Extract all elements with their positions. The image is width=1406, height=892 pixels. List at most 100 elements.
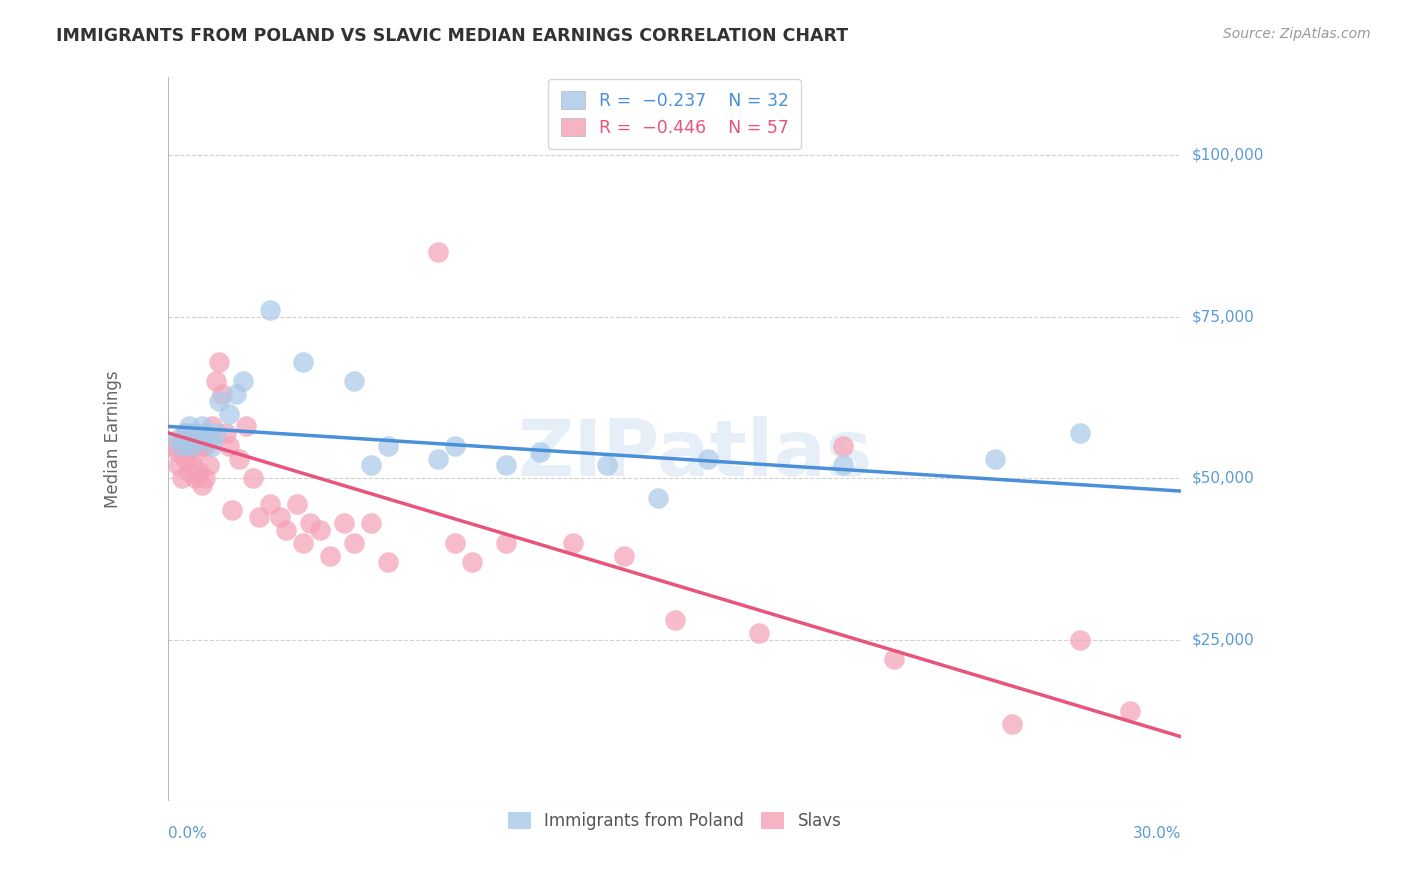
Point [444, 439, 467, 453]
Point [187, 465, 209, 479]
Point [360, 516, 382, 531]
Point [562, 536, 585, 550]
Point [163, 439, 186, 453]
Point [167, 458, 190, 473]
Point [211, 387, 233, 401]
Point [333, 516, 356, 531]
Point [198, 433, 221, 447]
Text: $25,000: $25,000 [1192, 632, 1254, 648]
Text: $75,000: $75,000 [1192, 310, 1254, 324]
Point [360, 458, 382, 473]
Text: Median Earnings: Median Earnings [104, 370, 121, 508]
Point [299, 516, 322, 531]
Point [225, 387, 247, 401]
Point [177, 433, 200, 447]
Point [613, 549, 636, 563]
Point [194, 471, 217, 485]
Legend: Immigrants from Poland, Slavs: Immigrants from Poland, Slavs [495, 799, 855, 844]
Point [208, 355, 231, 369]
Text: $100,000: $100,000 [1192, 147, 1264, 162]
Point [191, 419, 214, 434]
Point [221, 503, 243, 517]
Point [184, 425, 207, 440]
Point [269, 510, 291, 524]
Point [218, 407, 240, 421]
Point [174, 425, 197, 440]
Point [232, 374, 254, 388]
Point [194, 439, 217, 453]
Point [292, 355, 315, 369]
Point [377, 439, 399, 453]
Point [170, 439, 193, 453]
Point [204, 374, 226, 388]
Text: Source: ZipAtlas.com: Source: ZipAtlas.com [1223, 27, 1371, 41]
Point [1069, 632, 1091, 647]
Point [208, 393, 231, 408]
Point [167, 445, 190, 459]
Point [1119, 704, 1142, 718]
Point [167, 433, 190, 447]
Point [191, 439, 214, 453]
Point [259, 497, 281, 511]
Point [647, 491, 669, 505]
Point [187, 433, 209, 447]
Point [495, 458, 517, 473]
Text: $50,000: $50,000 [1192, 471, 1254, 485]
Text: 0.0%: 0.0% [169, 826, 207, 841]
Point [427, 451, 450, 466]
Point [187, 433, 209, 447]
Point [427, 244, 450, 259]
Point [319, 549, 342, 563]
Point [461, 555, 484, 569]
Point [984, 451, 1007, 466]
Point [198, 458, 221, 473]
Point [444, 536, 467, 550]
Point [177, 419, 200, 434]
Point [228, 451, 250, 466]
Point [249, 510, 271, 524]
Text: ZIPatlas: ZIPatlas [517, 416, 872, 491]
Point [181, 425, 204, 440]
Point [204, 425, 226, 440]
Point [218, 439, 240, 453]
Point [191, 477, 214, 491]
Point [174, 451, 197, 466]
Point [177, 465, 200, 479]
Point [201, 419, 224, 434]
Point [883, 652, 905, 666]
Point [529, 445, 551, 459]
Point [170, 433, 193, 447]
Point [181, 458, 204, 473]
Point [184, 445, 207, 459]
Point [1069, 425, 1091, 440]
Point [309, 523, 332, 537]
Point [495, 536, 517, 550]
Point [664, 613, 686, 627]
Point [285, 497, 308, 511]
Point [832, 458, 855, 473]
Point [276, 523, 298, 537]
Text: 30.0%: 30.0% [1132, 826, 1181, 841]
Point [832, 439, 855, 453]
Point [1001, 716, 1024, 731]
Point [201, 439, 224, 453]
Point [181, 439, 204, 453]
Point [177, 439, 200, 453]
Point [174, 425, 197, 440]
Point [292, 536, 315, 550]
Point [259, 303, 281, 318]
Point [194, 425, 217, 440]
Point [198, 433, 221, 447]
Point [170, 471, 193, 485]
Point [697, 451, 720, 466]
Point [235, 419, 257, 434]
Point [215, 425, 238, 440]
Point [343, 536, 366, 550]
Point [377, 555, 399, 569]
Text: IMMIGRANTS FROM POLAND VS SLAVIC MEDIAN EARNINGS CORRELATION CHART: IMMIGRANTS FROM POLAND VS SLAVIC MEDIAN … [56, 27, 848, 45]
Point [242, 471, 264, 485]
Point [596, 458, 619, 473]
Point [184, 471, 207, 485]
Point [343, 374, 366, 388]
Point [748, 626, 770, 640]
